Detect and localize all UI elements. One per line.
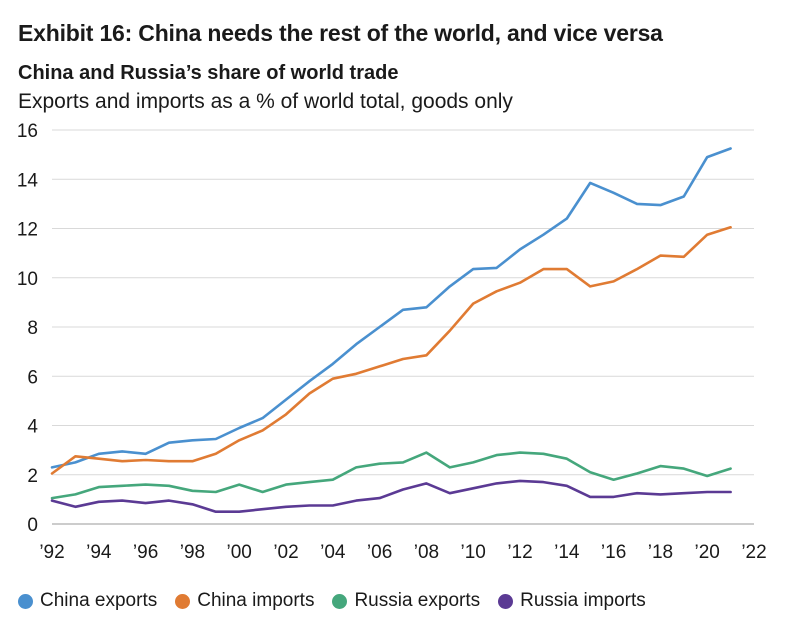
x-tick-label: ’12 xyxy=(507,542,532,563)
x-tick-label: ’22 xyxy=(741,542,766,563)
x-axis-tick-labels: ’92 ’94 ’96 ’98 ’00 ’02 ’04 ’06 ’08 ’10 ’12 ’14 ’16 ’… xyxy=(39,542,766,563)
line-chart: 0 2 4 6 8 10 12 14 16 ’92 ’94 ’96 ’98 ’00 ’02 ’04 ’06 ’0… xyxy=(17,121,767,563)
gridlines xyxy=(52,129,754,525)
y-tick-label: 14 xyxy=(17,170,39,191)
y-tick-label: 6 xyxy=(27,367,38,388)
x-tick-label: ’08 xyxy=(414,542,439,563)
x-tick-label: ’02 xyxy=(273,542,298,563)
legend-label: Russia exports xyxy=(354,590,481,611)
chart-legend: China exports China imports Russia exports… xyxy=(18,590,664,612)
legend-swatch xyxy=(332,593,348,609)
x-tick-label: ’96 xyxy=(133,542,158,563)
legend-item-china-imports: China imports xyxy=(175,590,314,612)
y-axis-tick-labels: 0 2 4 6 8 10 12 14 16 xyxy=(17,121,39,536)
series-line-russia-exports xyxy=(50,451,732,500)
legend-swatch xyxy=(498,593,514,609)
legend-swatch xyxy=(18,593,33,609)
x-tick-label: ’14 xyxy=(554,542,580,563)
y-tick-label: 12 xyxy=(17,220,38,241)
legend-item-russia-imports: Russia imports xyxy=(498,590,646,612)
y-tick-label: 16 xyxy=(17,121,38,142)
y-tick-label: 8 xyxy=(27,318,38,339)
x-tick-label: ’98 xyxy=(180,542,205,563)
x-tick-label: ’16 xyxy=(601,542,626,563)
chart-subtitle: Exports and imports as a % of world tota… xyxy=(18,90,513,113)
x-tick-label: ’18 xyxy=(648,542,673,563)
legend-item-china-exports: China exports xyxy=(18,590,157,612)
series-line-china-imports xyxy=(50,226,732,475)
series-line-china-exports xyxy=(50,147,732,469)
y-tick-label: 10 xyxy=(17,269,38,290)
legend-label: China exports xyxy=(40,590,158,611)
y-tick-label: 4 xyxy=(27,417,38,438)
series-line-russia-imports xyxy=(50,479,732,514)
legend-item-russia-exports: Russia exports xyxy=(332,590,480,612)
chart-title: China and Russia’s share of world trade xyxy=(18,62,399,84)
series-lines xyxy=(50,147,732,514)
x-tick-label: ’94 xyxy=(86,542,112,563)
legend-label: Russia imports xyxy=(520,590,646,611)
x-tick-label: ’92 xyxy=(39,542,64,563)
x-tick-label: ’10 xyxy=(461,542,486,563)
x-tick-label: ’06 xyxy=(367,542,392,563)
legend-swatch xyxy=(175,593,191,609)
exhibit-title: Exhibit 16: China needs the rest of the … xyxy=(18,20,663,46)
y-tick-label: 0 xyxy=(27,515,38,536)
y-tick-label: 2 xyxy=(27,466,38,487)
x-tick-label: ’00 xyxy=(227,542,252,563)
legend-label: China imports xyxy=(197,590,315,611)
x-tick-label: ’20 xyxy=(695,542,720,563)
x-tick-label: ’04 xyxy=(320,542,346,563)
